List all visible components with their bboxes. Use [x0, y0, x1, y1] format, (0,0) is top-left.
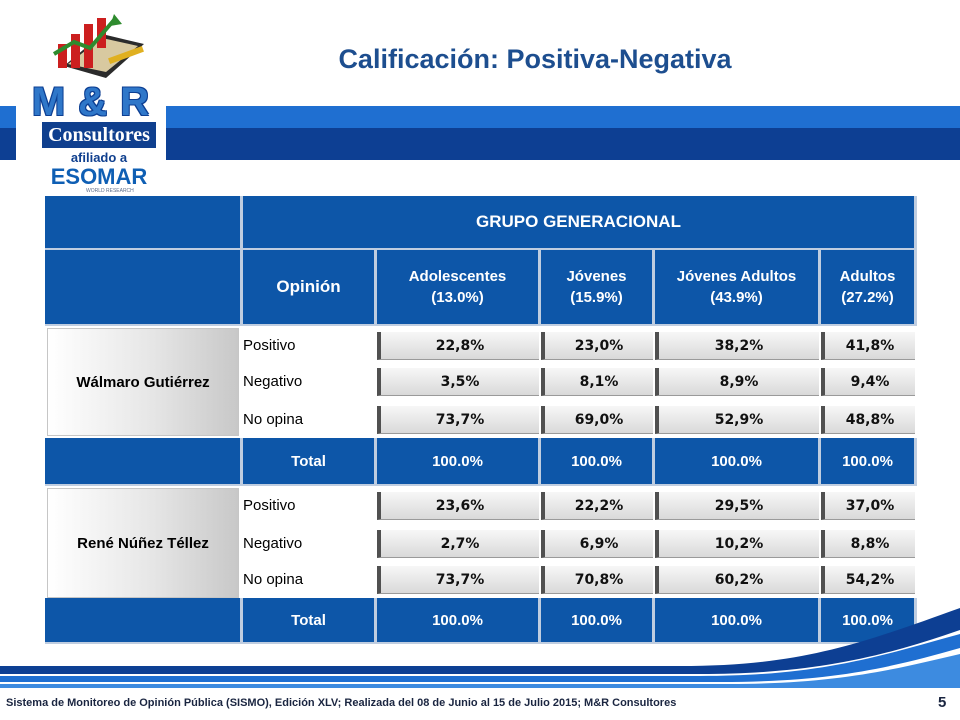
column-header: Jóvenes Adultos (43.9%) [655, 250, 821, 326]
total-cell: 100.0% [655, 438, 821, 486]
table-cell: 10,2% [655, 530, 819, 558]
table-cell: 9,4% [821, 368, 915, 396]
table-cell: 8,9% [655, 368, 819, 396]
total-label: Total [243, 598, 377, 644]
table-cell: 52,9% [655, 406, 819, 434]
table-cell: 73,7% [377, 566, 539, 594]
row-label: Negativo [243, 526, 375, 560]
column-header-name: Jóvenes [566, 268, 627, 285]
logo-affiliated: afiliado a [70, 150, 128, 165]
column-header-share: (43.9%) [710, 289, 763, 306]
header-corner-2 [45, 250, 243, 326]
table-cell: 60,2% [655, 566, 819, 594]
table-cell: 73,7% [377, 406, 539, 434]
total-cell: 100.0% [655, 598, 821, 644]
total-corner [45, 598, 243, 644]
page-number: 5 [938, 694, 947, 711]
row-label: Positivo [243, 328, 375, 362]
results-table: GRUPO GENERACIONAL Opinión Adolescentes … [45, 196, 917, 644]
column-header: Adolescentes (13.0%) [377, 250, 541, 326]
table-cell: 38,2% [655, 332, 819, 360]
row-label: No opina [243, 402, 375, 436]
table-cell: 69,0% [541, 406, 653, 434]
logo-association: ESOMAR [50, 164, 148, 189]
footer-source: Sistema de Monitoreo de Opinión Pública … [6, 697, 677, 709]
logo-brand: M & R [31, 80, 151, 124]
column-header-name: Adultos [839, 268, 896, 285]
total-cell: 100.0% [541, 598, 655, 644]
table-cell: 6,9% [541, 530, 653, 558]
total-cell: 100.0% [377, 438, 541, 486]
column-header: Adultos (27.2%) [821, 250, 917, 326]
candidate-name: René Núñez Téllez [47, 488, 239, 598]
company-logo: M & R Consultores afiliado a ESOMAR WORL… [16, 8, 166, 194]
column-header-share: (13.0%) [431, 289, 484, 306]
group-header: GRUPO GENERACIONAL [243, 196, 917, 250]
table-cell: 22,8% [377, 332, 539, 360]
logo-name: Consultores [42, 122, 156, 148]
page-title: Calificación: Positiva-Negativa [338, 44, 732, 74]
opinion-header: Opinión [243, 250, 377, 326]
table-cell: 3,5% [377, 368, 539, 396]
table-cell: 23,0% [541, 332, 653, 360]
column-header-name: Adolescentes [408, 268, 507, 285]
table-cell: 8,1% [541, 368, 653, 396]
table-cell: 8,8% [821, 530, 915, 558]
total-label: Total [243, 438, 377, 486]
header-band-light [0, 106, 960, 128]
chart-logo-icon [52, 14, 144, 78]
table-cell: 37,0% [821, 492, 915, 520]
row-label: No opina [243, 562, 375, 596]
row-label: Negativo [243, 364, 375, 398]
header-corner [45, 196, 243, 250]
candidate-name: Wálmaro Gutiérrez [47, 328, 239, 436]
total-cell: 100.0% [541, 438, 655, 486]
table-cell: 54,2% [821, 566, 915, 594]
table-cell: 23,6% [377, 492, 539, 520]
row-label: Positivo [243, 488, 375, 522]
footer-wave-decoration [0, 608, 960, 688]
total-corner [45, 438, 243, 486]
table-cell: 48,8% [821, 406, 915, 434]
column-header: Jóvenes (15.9%) [541, 250, 655, 326]
column-header-name: Jóvenes Adultos [676, 268, 797, 285]
total-cell: 100.0% [377, 598, 541, 644]
column-header-share: (27.2%) [841, 289, 894, 306]
table-cell: 41,8% [821, 332, 915, 360]
logo-association-tagline: WORLD RESEARCH [86, 188, 134, 194]
column-header-share: (15.9%) [570, 289, 623, 306]
table-cell: 29,5% [655, 492, 819, 520]
total-cell: 100.0% [821, 438, 917, 486]
table-cell: 70,8% [541, 566, 653, 594]
table-cell: 22,2% [541, 492, 653, 520]
table-cell: 2,7% [377, 530, 539, 558]
